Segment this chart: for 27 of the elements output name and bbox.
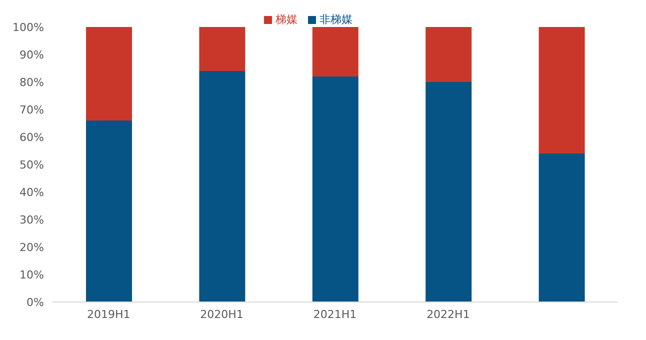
y-tick-label: 60% (20, 130, 44, 144)
bar (199, 71, 246, 302)
legend-label: 梯媒 (276, 13, 298, 26)
y-tick-label: 40% (20, 186, 44, 199)
bar (426, 82, 472, 302)
bar (426, 27, 472, 82)
y-tick-label: 30% (20, 213, 44, 226)
bar (86, 120, 132, 302)
x-tick-label: 2019H1 (86, 308, 130, 321)
x-tick-label: 2020H1 (200, 308, 244, 321)
y-tick-label: 50% (20, 158, 44, 172)
bar (312, 76, 358, 302)
y-tick-label: 10% (20, 268, 44, 282)
y-tick-label: 80% (20, 76, 44, 89)
y-tick-label: 20% (20, 240, 44, 254)
bar (312, 27, 358, 76)
bar (538, 154, 585, 302)
y-tick-label: 90% (20, 48, 44, 62)
bar (199, 27, 246, 71)
y-tick-label: 100% (12, 20, 44, 34)
bar (538, 27, 585, 154)
x-tick-label: 2022H1 (426, 308, 470, 321)
y-tick-label: 70% (20, 103, 44, 116)
legend-label: 非梯媒 (320, 13, 352, 26)
y-tick-label: 0% (26, 296, 44, 309)
bar (86, 27, 132, 120)
x-tick-label: 2021H1 (313, 308, 357, 321)
